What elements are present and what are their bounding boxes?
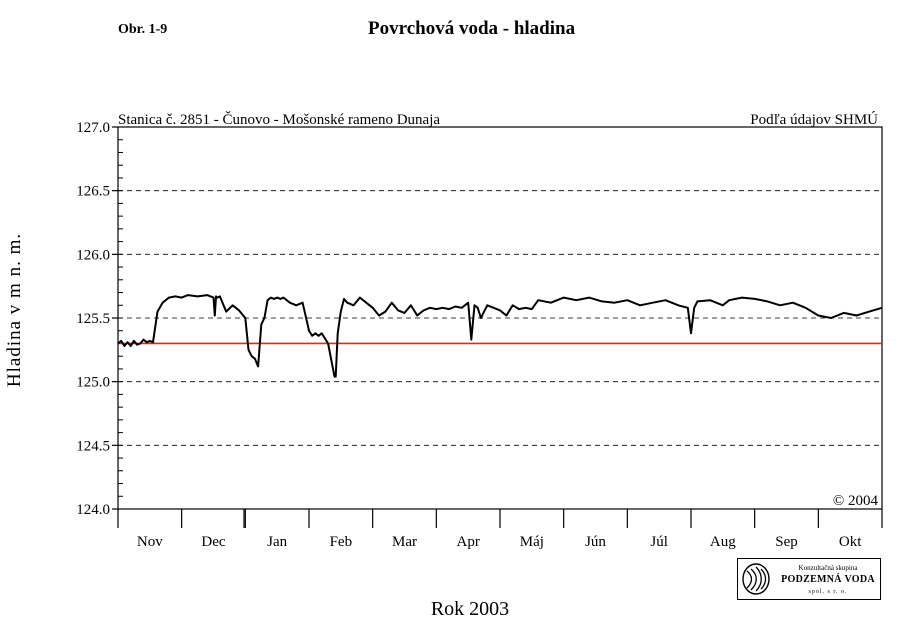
station-title: Stanica č. 2851 - Čunovo - Mošonské rame… [118,111,440,128]
logo-company-name: PODZEMNÁ VODA [781,574,875,585]
company-logo: Konzultačná skupina PODZEMNÁ VODA spol. … [737,558,881,600]
logo-subtitle: Konzultačná skupina [798,564,858,572]
x-month-label-6: Máj [520,534,544,550]
x-axis-label: Rok 2003 [430,598,510,620]
x-month-ticks: Nov Dec Jan Feb Mar Apr Máj Jún Júl Aug Sep Okt [117,509,883,550]
x-month-label-7: Jún [585,534,606,550]
x-month-label-4: Mar [392,534,417,550]
copyright-note: © 2004 [833,493,879,509]
x-month-label-9: Aug [710,534,736,550]
x-month-label-10: Sep [775,534,798,550]
y-tick-label-0: 124.0 [76,502,110,518]
y-tick-label-3: 125.5 [76,311,110,327]
logo-mark-icon [742,563,770,595]
logo-legal-form: spol. s r. o. [808,589,848,595]
y-tick-label-6: 127.0 [76,120,110,136]
x-month-label-2: Jan [267,534,287,550]
y-tick-label-2: 125.0 [76,375,110,391]
figure-label: Obr. 1-9 [118,22,168,37]
y-tick-label-4: 126.0 [76,247,110,263]
x-month-label-5: Apr [457,534,480,550]
y-tick-label-5: 126.5 [76,184,110,200]
series-line-water-level [117,294,883,378]
source-note: Podľa údajov SHMÚ [750,111,878,128]
y-tick-labels: 124.0 124.5 125.0 125.5 126.0 126.5 127.0 [76,120,118,518]
y-tick-label-1: 124.5 [76,438,110,454]
figure-title: Povrchová voda - hladina [368,18,576,39]
x-month-label-8: Júl [650,534,668,550]
grid-lines [118,190,882,446]
x-month-label-3: Feb [330,534,353,550]
x-month-label-1: Dec [201,534,225,550]
x-month-label-0: Nov [137,534,163,550]
x-month-label-11: Okt [839,534,862,550]
y-minor-ticks [118,126,123,510]
